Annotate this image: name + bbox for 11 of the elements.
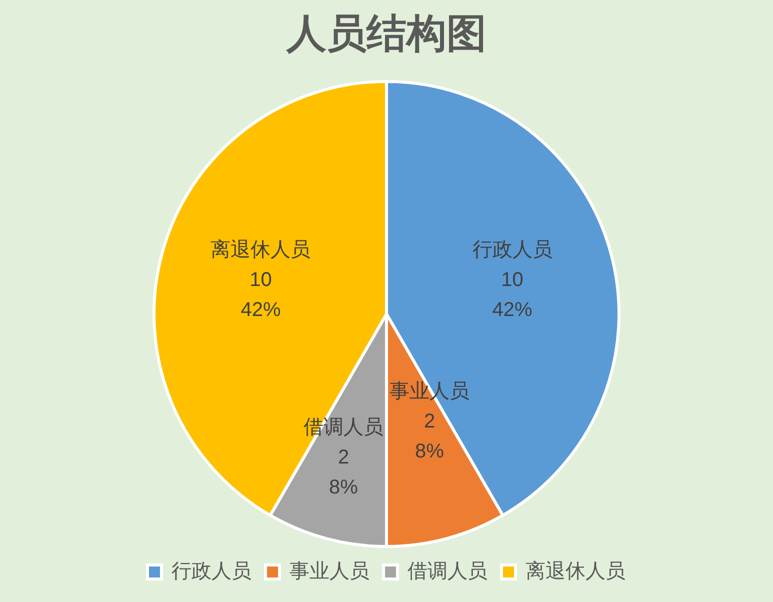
slice-label: 离退休人员: [210, 238, 311, 261]
data-label: 10 42%: [492, 268, 532, 321]
legend-label: 行政人员: [172, 560, 252, 583]
slice-label: 行政人员: [472, 238, 552, 261]
chart-title: 人员结构图: [286, 12, 486, 56]
legend-label: 事业人员: [290, 560, 370, 583]
data-label: 2 8%: [415, 410, 444, 462]
data-label: 10 42%: [240, 268, 281, 321]
legend-label: 借调人员: [408, 560, 488, 583]
data-label: 2 8%: [329, 446, 358, 498]
legend-label: 离退休人员: [526, 560, 626, 583]
